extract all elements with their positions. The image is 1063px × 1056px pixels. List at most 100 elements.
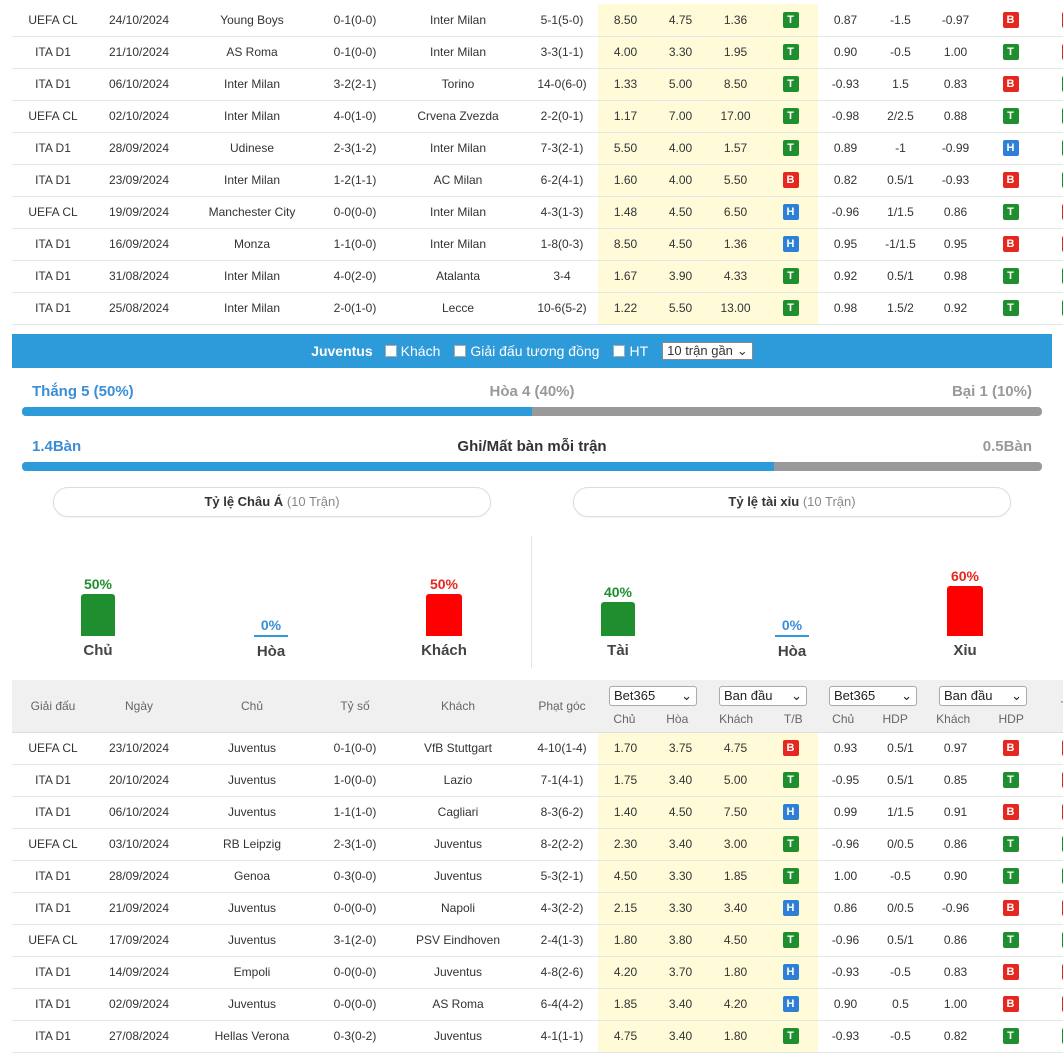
table-row[interactable]: ITA D1 02/09/2024 Juventus 0-0(0-0) AS Roma 6… <box>12 988 1063 1021</box>
bookmaker-select-1[interactable]: Bet365 ⌄ <box>609 685 697 706</box>
ah-home-cell: 0.98 <box>818 292 873 325</box>
odds-home-cell: 1.75 <box>598 764 653 797</box>
table-row[interactable]: UEFA CL 19/09/2024 Manchester City 0-0(0-0)… <box>12 196 1063 229</box>
ah-hdp-cell: -0.5 <box>873 1020 928 1053</box>
table-row[interactable]: ITA D1 27/08/2024 Hellas Verona 0-3(0-2) Juv… <box>12 1020 1063 1053</box>
ah-away-cell: -0.96 <box>928 892 983 925</box>
inter-recent-matches-table: UEFA CL 24/10/2024 Young Boys 0-1(0-0) Inter… <box>12 4 1063 325</box>
away-only-option[interactable]: Khách <box>384 343 440 359</box>
match-count-select[interactable]: 10 trận gần ⌄ <box>662 342 753 360</box>
handicap-result-cell: T <box>983 924 1038 957</box>
table-row[interactable]: ITA D1 28/09/2024 Genoa 0-3(0-0) Juventus 5-3… <box>12 860 1063 893</box>
win-summary: Thắng 5 (50%) <box>32 383 134 400</box>
same-league-option[interactable]: Giải đấu tương đồng <box>454 343 599 359</box>
asian-draw-pct: 0% <box>260 617 282 633</box>
chevron-down-icon: ⌄ <box>1011 687 1022 703</box>
result-tb-badge: T <box>782 11 799 28</box>
score-cell: 1-2(1-1) <box>320 164 390 197</box>
away-team-cell: Torino <box>390 68 526 101</box>
table-row[interactable]: ITA D1 20/10/2024 Juventus 1-0(0-0) Lazio 7-1… <box>12 764 1063 797</box>
table-row[interactable]: ITA D1 14/09/2024 Empoli 0-0(0-0) Juventus 4-… <box>12 956 1063 989</box>
team-name: Juventus <box>311 343 373 359</box>
ah-hdp-cell: -1 <box>873 132 928 165</box>
bookmaker-select-2[interactable]: Bet365 ⌄ <box>829 685 917 706</box>
odds-draw-cell: 3.30 <box>653 36 708 69</box>
result-tb-cell: H <box>763 892 818 925</box>
odds-away-cell: 5.50 <box>708 164 763 197</box>
odds-draw-cell: 3.40 <box>653 764 708 797</box>
away-team-cell: Juventus <box>390 956 526 989</box>
odds-away-cell: 7.50 <box>708 796 763 829</box>
date-cell: 14/09/2024 <box>94 956 184 989</box>
ou-draw-bar <box>775 635 809 637</box>
result-tb-cell: H <box>763 796 818 829</box>
table-row[interactable]: UEFA CL 24/10/2024 Young Boys 0-1(0-0) Inter… <box>12 4 1063 37</box>
away-team-cell: Inter Milan <box>390 196 526 229</box>
corners-cell: 4-3(2-2) <box>526 892 598 925</box>
handicap-result-badge: B <box>1002 236 1019 252</box>
ah-home-cell: 0.95 <box>818 228 873 261</box>
table-row[interactable]: UEFA CL 02/10/2024 Inter Milan 4-0(1-0) Crve… <box>12 100 1063 133</box>
over-under-result-cell: T <box>1038 132 1063 165</box>
header-sub-home: Chủ <box>613 711 636 726</box>
table-row[interactable]: ITA D1 25/08/2024 Inter Milan 2-0(1-0) Lecce… <box>12 292 1063 325</box>
ou-draw-label: Hòa <box>777 643 807 660</box>
ah-home-cell: 0.92 <box>818 260 873 293</box>
ou-draw-pct: 0% <box>781 617 803 633</box>
odds-time-select-1-value: Ban đầu <box>724 688 773 704</box>
league-cell: ITA D1 <box>12 36 94 69</box>
handicap-result-badge: T <box>1002 1028 1019 1044</box>
away-only-checkbox[interactable] <box>384 345 397 357</box>
half-time-checkbox[interactable] <box>613 345 626 357</box>
table-row[interactable]: ITA D1 28/09/2024 Udinese 2-3(1-2) Inter Mil… <box>12 132 1063 165</box>
over-bar <box>601 602 635 636</box>
ah-home-cell: 0.90 <box>818 36 873 69</box>
over-under-result-cell: T <box>1038 924 1063 957</box>
team-filter-bar: Juventus Khách Giải đấu tương đồng HT 10… <box>12 334 1052 368</box>
table-row[interactable]: ITA D1 23/09/2024 Inter Milan 1-2(1-1) AC Mi… <box>12 164 1063 197</box>
handicap-result-badge: B <box>1002 964 1019 980</box>
ah-hdp-cell: 1/1.5 <box>873 796 928 829</box>
draw-summary: Hòa 4 (40%) <box>489 383 575 400</box>
result-tb-cell: T <box>763 260 818 293</box>
away-team-cell: AS Roma <box>390 988 526 1021</box>
ah-home-cell: 0.89 <box>818 132 873 165</box>
table-row[interactable]: UEFA CL 17/09/2024 Juventus 3-1(2-0) PSV Ein… <box>12 924 1063 957</box>
odds-draw-cell: 4.75 <box>653 4 708 37</box>
table-row[interactable]: ITA D1 21/09/2024 Juventus 0-0(0-0) Napoli 4-… <box>12 892 1063 925</box>
result-tb-badge: B <box>782 172 799 188</box>
table-row[interactable]: ITA D1 16/09/2024 Monza 1-1(0-0) Inter Milan… <box>12 228 1063 261</box>
ah-home-cell: -0.95 <box>818 764 873 797</box>
odds-away-cell: 8.50 <box>708 68 763 101</box>
result-tb-badge: T <box>782 932 799 948</box>
odds-home-cell: 5.50 <box>598 132 653 165</box>
odds-draw-cell: 5.50 <box>653 292 708 325</box>
odds-time-select-1[interactable]: Ban đầu ⌄ <box>719 685 807 706</box>
handicap-result-cell: H <box>983 132 1038 165</box>
table-row[interactable]: UEFA CL 03/10/2024 RB Leipzig 2-3(1-0) Juven… <box>12 828 1063 861</box>
handicap-result-badge: T <box>1002 204 1019 220</box>
table-row[interactable]: UEFA CL 23/10/2024 Juventus 0-1(0-0) VfB Stu… <box>12 732 1063 765</box>
league-cell: UEFA CL <box>12 100 94 133</box>
table-row[interactable]: ITA D1 06/10/2024 Juventus 1-1(1-0) Cagliari… <box>12 796 1063 829</box>
half-time-option[interactable]: HT <box>613 343 648 359</box>
away-team-cell: Juventus <box>390 1020 526 1053</box>
table-row[interactable]: ITA D1 21/10/2024 AS Roma 0-1(0-0) Inter Mil… <box>12 36 1063 69</box>
date-cell: 02/09/2024 <box>94 988 184 1021</box>
table-row[interactable]: ITA D1 31/08/2024 Inter Milan 4-0(2-0) Atala… <box>12 260 1063 293</box>
header-corners: Phạt góc <box>526 680 598 733</box>
asian-home-pct: 50% <box>83 576 113 592</box>
table-row[interactable]: ITA D1 06/10/2024 Inter Milan 3-2(2-1) Torin… <box>12 68 1063 101</box>
same-league-checkbox[interactable] <box>454 345 467 357</box>
over-under-result-cell: T <box>1038 68 1063 101</box>
asian-home-bar <box>81 594 115 636</box>
ah-home-cell: -0.96 <box>818 924 873 957</box>
ah-home-cell: 0.90 <box>818 988 873 1021</box>
odds-time-select-2[interactable]: Ban đầu ⌄ <box>939 685 1027 706</box>
odds-away-cell: 1.85 <box>708 860 763 893</box>
score-cell: 4-0(2-0) <box>320 260 390 293</box>
under-column: 60% Xỉu <box>935 568 995 659</box>
away-team-cell: Napoli <box>390 892 526 925</box>
ah-hdp-cell: -0.5 <box>873 36 928 69</box>
odds-draw-cell: 3.70 <box>653 956 708 989</box>
